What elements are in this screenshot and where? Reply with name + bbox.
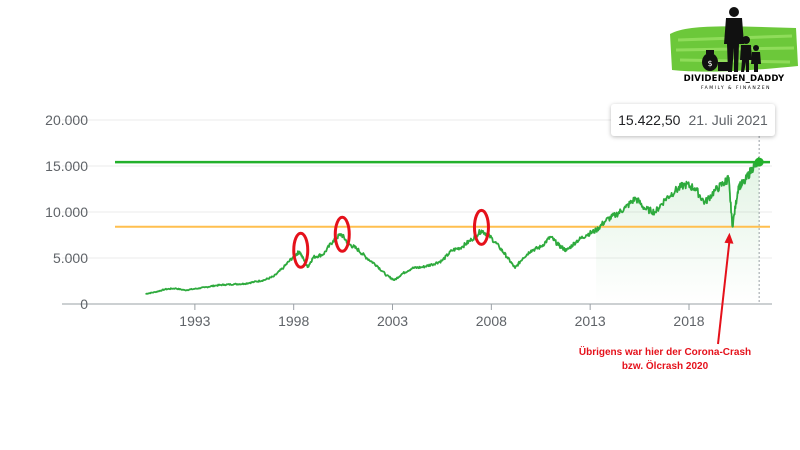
dividenden-daddy-logo: $ xyxy=(670,7,798,72)
peak-highlight-ellipse xyxy=(333,215,351,253)
logo-title: DIVIDENDEN_DADDY xyxy=(683,74,785,84)
annotation-arrow xyxy=(717,240,731,345)
annotation-arrowhead xyxy=(724,232,734,244)
y-tick-label: 20.000 xyxy=(45,112,88,128)
x-tick-label: 2018 xyxy=(673,313,704,329)
x-tick-label: 2003 xyxy=(377,313,408,329)
y-tick-label: 15.000 xyxy=(45,158,88,174)
x-tick-label: 2008 xyxy=(476,313,507,329)
x-tick-label: 1993 xyxy=(179,313,210,329)
value-tooltip: 15.422,50 21. Juli 2021 xyxy=(611,104,775,136)
annotation-line-1: Übrigens war hier der Corona-Crash xyxy=(578,347,752,358)
dax-price-line xyxy=(145,157,761,295)
dollar-icon: $ xyxy=(707,59,712,68)
x-tick-label: 1998 xyxy=(278,313,309,329)
y-tick-label: 5.000 xyxy=(53,250,88,266)
peak-highlight-ellipse xyxy=(472,208,490,246)
y-tick-label: 0 xyxy=(80,296,88,312)
logo-subtitle: FAMILY & FINANZEN xyxy=(700,86,771,91)
annotation-line-2: bzw. Ölcrash 2020 xyxy=(621,361,709,372)
y-tick-label: 10.000 xyxy=(45,204,88,220)
last-point-dot xyxy=(754,157,764,167)
area-fill xyxy=(596,158,760,304)
tooltip-value: 15.422,50 xyxy=(618,112,681,128)
family-silhouette-icon xyxy=(702,7,761,72)
x-tick-label: 2013 xyxy=(575,313,606,329)
peak-highlight-ellipse xyxy=(292,231,310,269)
corona-crash-annotation: Übrigens war hier der Corona-Crash bzw. … xyxy=(560,346,770,374)
tooltip-date: 21. Juli 2021 xyxy=(688,112,768,128)
